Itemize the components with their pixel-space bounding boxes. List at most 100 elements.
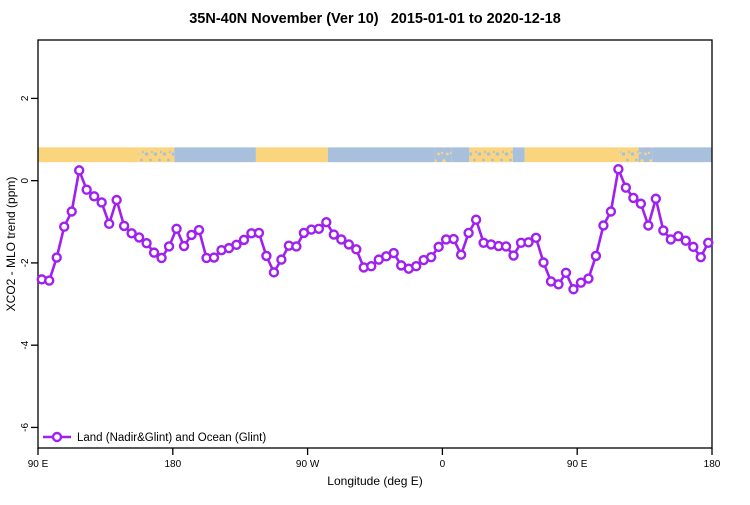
data-point	[111, 194, 122, 206]
data-point	[253, 227, 265, 239]
data-point	[680, 235, 691, 246]
data-point	[238, 234, 250, 246]
data-point	[133, 232, 145, 243]
x-axis-label: Longitude (deg E)	[327, 474, 422, 488]
data-point	[103, 218, 115, 230]
data-point	[186, 229, 197, 241]
data-point	[538, 257, 549, 268]
y-tick-label: -2	[20, 258, 31, 267]
data-point	[703, 237, 714, 248]
data-point	[366, 261, 377, 272]
axis-ticks: 90 E 180 90 W 0 90 E 180 2 0 -2 -4 -6	[20, 95, 721, 470]
data-point	[268, 267, 280, 278]
data-point	[688, 241, 699, 253]
x-tick-label: 90 E	[567, 459, 588, 470]
data-point	[313, 223, 325, 234]
band-segment-mixed_ocean	[434, 147, 452, 163]
data-point	[193, 224, 205, 236]
band-segment-mixed_land	[469, 147, 513, 163]
band-segment-land	[524, 147, 620, 163]
data-point	[328, 229, 340, 240]
y-tick-label: 2	[20, 95, 31, 101]
data-point	[568, 284, 579, 295]
data-point	[658, 225, 669, 236]
y-tick-label: -4	[20, 340, 31, 349]
data-point	[560, 267, 572, 278]
band-segment-ocean	[327, 147, 435, 163]
data-point	[433, 241, 444, 253]
data-point	[620, 182, 632, 193]
data-line	[41, 167, 710, 291]
x-tick-label: 180	[704, 459, 721, 470]
data-point	[508, 250, 519, 261]
y-tick-label: 0	[20, 177, 31, 183]
data-point	[575, 277, 587, 288]
data-series	[36, 163, 714, 295]
data-point	[410, 261, 422, 272]
chart-title: 35N-40N November (Ver 10) 2015-01-01 to …	[189, 11, 561, 27]
band-segment-mixed_ocean	[638, 147, 653, 163]
data-point	[605, 206, 617, 217]
data-point	[148, 247, 160, 258]
data-point	[73, 165, 85, 176]
x-tick-label: 90 W	[296, 459, 320, 470]
data-point	[66, 206, 77, 217]
data-point	[500, 241, 512, 252]
data-point	[523, 237, 534, 248]
data-point	[590, 250, 602, 262]
data-point	[81, 184, 92, 195]
data-point	[336, 234, 347, 245]
data-point	[261, 250, 272, 262]
data-point	[171, 223, 182, 234]
data-point	[598, 220, 609, 231]
x-tick-label: 180	[164, 459, 181, 470]
band-segment-mixed_land	[138, 147, 175, 163]
y-axis-label: XCO2 - MLO trend (ppm)	[4, 177, 18, 312]
data-point	[96, 197, 107, 208]
band-segment-mixed_land	[619, 147, 639, 163]
x-tick-label: 0	[440, 459, 446, 470]
data-point	[673, 230, 684, 242]
data-point	[613, 163, 624, 175]
data-point	[643, 220, 654, 231]
plot-border	[37, 39, 713, 449]
legend-marker-icon	[51, 431, 63, 443]
land-ocean-band	[38, 147, 712, 163]
data-point	[321, 217, 332, 228]
data-point	[650, 193, 662, 204]
data-point	[583, 273, 594, 284]
data-point	[178, 240, 190, 252]
data-point	[163, 241, 175, 252]
data-point	[388, 247, 399, 259]
data-point	[59, 221, 70, 232]
data-point	[448, 233, 459, 245]
band-segment-land	[38, 147, 139, 163]
band-segment-land	[255, 147, 328, 163]
legend-label: Land (Nadir&Glint) and Ocean (Glint)	[77, 432, 266, 444]
y-tick-label: -6	[20, 423, 31, 432]
data-point	[351, 244, 362, 255]
data-point	[44, 275, 55, 286]
data-point	[635, 198, 647, 209]
data-point	[695, 251, 706, 263]
x-tick-label: 90 E	[28, 459, 49, 470]
band-segment-ocean	[652, 147, 712, 163]
legend: Land (Nadir&Glint) and Ocean (Glint)	[43, 431, 266, 444]
data-point	[208, 252, 220, 263]
data-point	[51, 252, 62, 263]
data-point	[553, 279, 564, 290]
data-point	[126, 228, 137, 239]
data-point	[88, 191, 100, 202]
data-point	[530, 232, 542, 244]
data-point	[291, 241, 302, 252]
data-point	[628, 192, 639, 204]
data-point	[231, 239, 242, 251]
data-point	[276, 254, 287, 265]
data-point	[141, 237, 152, 249]
data-point	[156, 252, 167, 264]
data-point	[470, 214, 482, 225]
band-segment-ocean	[451, 147, 470, 163]
data-point	[455, 249, 467, 260]
